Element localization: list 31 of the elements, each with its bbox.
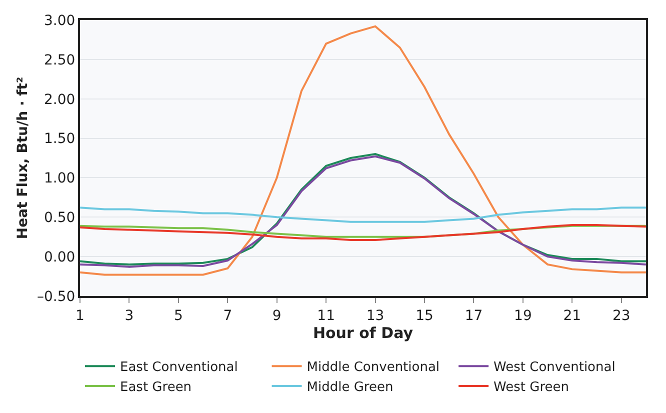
line-series xyxy=(80,206,646,223)
legend-label: West Conventional xyxy=(494,360,616,376)
x-tick-label: 5 xyxy=(174,308,183,324)
y-axis-title: Heat Flux, Btu/h · ft² xyxy=(15,76,32,240)
y-tick-label: 2.00 xyxy=(44,92,76,108)
legend-label: Middle Conventional xyxy=(306,360,440,376)
x-tick-label: 15 xyxy=(416,308,434,324)
legend-label: East Green xyxy=(120,380,192,396)
y-tick-label: 2.50 xyxy=(44,52,76,68)
y-tick-label: 0.50 xyxy=(44,210,76,226)
x-tick-label: 21 xyxy=(563,308,582,324)
legend-label: East Conventional xyxy=(120,360,238,376)
x-tick-label: 13 xyxy=(366,308,384,324)
x-tick-label: 11 xyxy=(317,308,336,324)
legend-label: West Green xyxy=(494,380,570,396)
x-tick-label: 7 xyxy=(223,308,232,324)
x-tick-label: 1 xyxy=(76,308,84,324)
legend-label: Middle Green xyxy=(306,380,394,396)
x-tick-label: 17 xyxy=(464,308,483,324)
y-tick-label: 0.00 xyxy=(44,249,76,266)
x-tick-label: 23 xyxy=(612,308,630,324)
y-tick-label: –0.50 xyxy=(37,288,76,305)
x-tick-label: 3 xyxy=(124,308,134,324)
line-series xyxy=(80,224,646,242)
x-axis-title: Hour of Day xyxy=(312,324,414,342)
y-tick-label: 1.50 xyxy=(44,131,76,148)
line-series xyxy=(80,25,646,276)
y-tick-label: 3.00 xyxy=(44,12,76,29)
x-tick-label: 9 xyxy=(272,308,282,324)
x-tick-label: 19 xyxy=(514,308,532,324)
y-tick-label: 1.00 xyxy=(44,170,76,187)
